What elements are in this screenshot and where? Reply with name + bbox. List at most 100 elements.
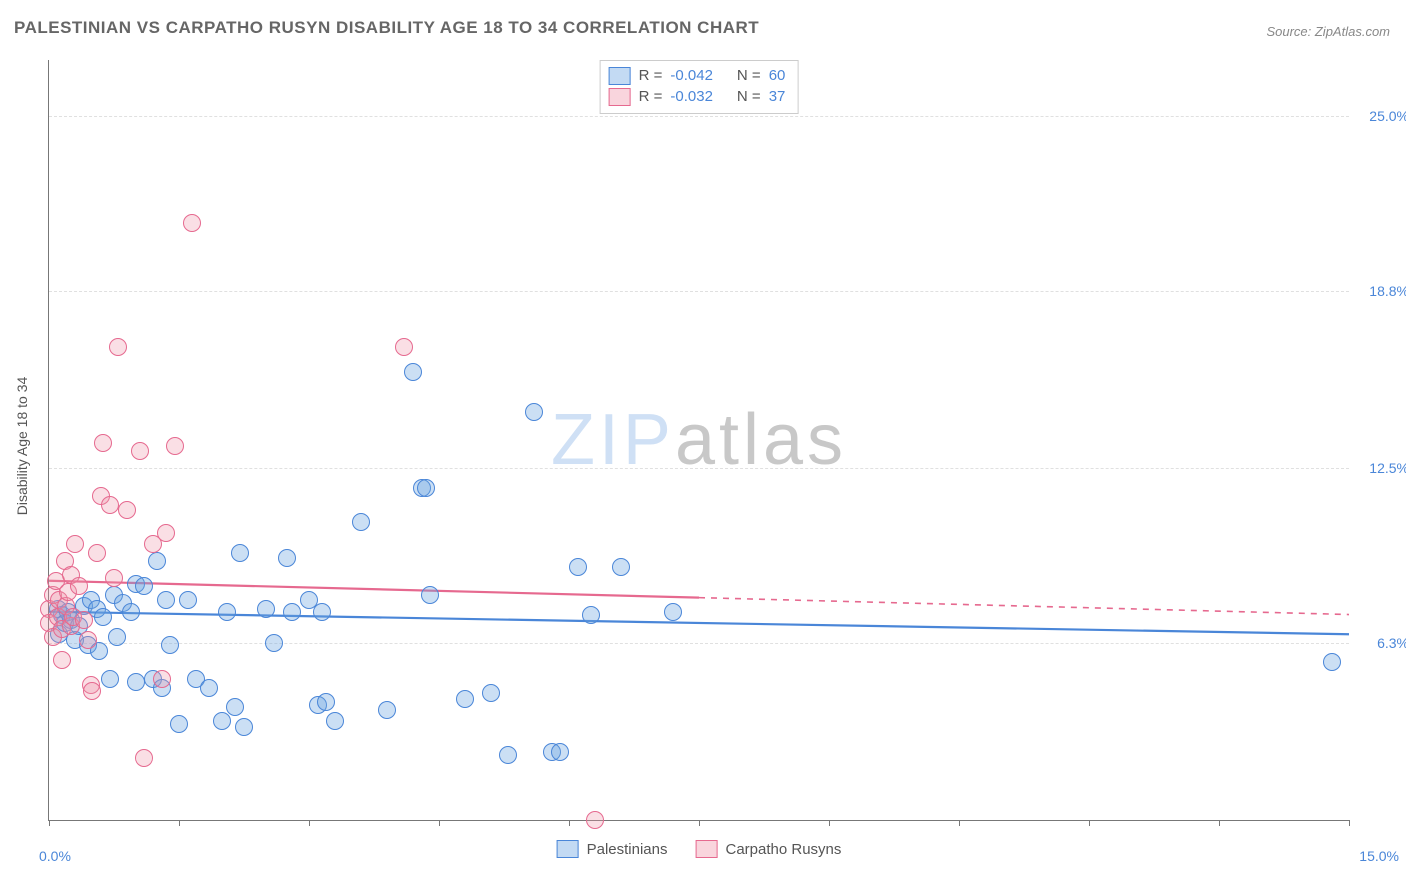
scatter-point-blue [317,693,335,711]
scatter-point-pink [53,651,71,669]
scatter-point-blue [378,701,396,719]
legend-item-blue: Palestinians [557,840,668,858]
scatter-point-blue [218,603,236,621]
scatter-point-blue [612,558,630,576]
x-tick-mark [829,820,830,826]
stat-value: -0.032 [670,86,713,107]
chart-title: PALESTINIAN VS CARPATHO RUSYN DISABILITY… [14,18,759,38]
scatter-point-pink [94,434,112,452]
scatter-point-pink [83,682,101,700]
scatter-point-pink [101,496,119,514]
scatter-point-blue [235,718,253,736]
scatter-point-blue [404,363,422,381]
scatter-point-blue [127,673,145,691]
x-axis-max-label: 15.0% [1359,848,1399,864]
scatter-point-pink [131,442,149,460]
scatter-point-blue [170,715,188,733]
scatter-point-blue [161,636,179,654]
y-tick-label: 25.0% [1359,108,1406,124]
x-axis-min-label: 0.0% [39,848,71,864]
scatter-point-blue [482,684,500,702]
scatter-point-pink [586,811,604,829]
scatter-plot: ZIPatlas R = -0.042 N = 60 R = -0.032 N … [48,60,1349,821]
scatter-point-pink [66,535,84,553]
gridline [49,643,1349,644]
scatter-point-blue [135,577,153,595]
scatter-point-blue [283,603,301,621]
scatter-point-pink [88,544,106,562]
stat-label: N = [737,65,761,86]
scatter-point-pink [75,611,93,629]
scatter-point-pink [166,437,184,455]
scatter-point-blue [664,603,682,621]
stat-label: N = [737,86,761,107]
gridline [49,291,1349,292]
y-tick-label: 18.8% [1359,283,1406,299]
scatter-point-blue [417,479,435,497]
scatter-point-blue [265,634,283,652]
scatter-point-blue [200,679,218,697]
scatter-point-pink [153,670,171,688]
scatter-point-blue [456,690,474,708]
scatter-point-pink [395,338,413,356]
scatter-point-blue [525,403,543,421]
legend-label: Carpatho Rusyns [725,841,841,858]
scatter-point-pink [157,524,175,542]
x-tick-mark [179,820,180,826]
x-tick-mark [309,820,310,826]
scatter-point-blue [148,552,166,570]
x-tick-mark [699,820,700,826]
x-tick-mark [569,820,570,826]
swatch-blue [609,67,631,85]
legend-label: Palestinians [587,841,668,858]
scatter-point-pink [135,749,153,767]
scatter-point-blue [1323,653,1341,671]
scatter-point-blue [231,544,249,562]
scatter-point-pink [79,631,97,649]
gridline [49,468,1349,469]
scatter-point-blue [179,591,197,609]
scatter-point-blue [313,603,331,621]
y-tick-label: 12.5% [1359,460,1406,476]
scatter-point-blue [213,712,231,730]
scatter-point-blue [569,558,587,576]
scatter-point-blue [421,586,439,604]
scatter-point-blue [499,746,517,764]
scatter-point-blue [582,606,600,624]
scatter-point-blue [551,743,569,761]
x-tick-mark [439,820,440,826]
gridline [49,116,1349,117]
scatter-point-pink [109,338,127,356]
x-tick-mark [1349,820,1350,826]
x-tick-mark [49,820,50,826]
y-axis-label: Disability Age 18 to 34 [14,377,30,516]
scatter-point-blue [157,591,175,609]
scatter-point-blue [94,608,112,626]
scatter-point-pink [118,501,136,519]
x-tick-mark [1219,820,1220,826]
scatter-point-blue [226,698,244,716]
swatch-pink [695,840,717,858]
scatter-point-blue [122,603,140,621]
stat-value: 60 [769,65,786,86]
scatter-point-blue [278,549,296,567]
y-tick-label: 6.3% [1359,635,1406,651]
correlation-stats-box: R = -0.042 N = 60 R = -0.032 N = 37 [600,60,799,114]
swatch-pink [609,88,631,106]
scatter-point-blue [108,628,126,646]
x-tick-mark [959,820,960,826]
stat-value: -0.042 [670,65,713,86]
stat-label: R = [639,86,663,107]
stat-value: 37 [769,86,786,107]
source-attribution: Source: ZipAtlas.com [1266,24,1390,39]
swatch-blue [557,840,579,858]
scatter-point-blue [257,600,275,618]
correlation-row-blue: R = -0.042 N = 60 [609,65,786,86]
legend-item-pink: Carpatho Rusyns [695,840,841,858]
legend: Palestinians Carpatho Rusyns [557,840,842,858]
scatter-point-pink [70,577,88,595]
correlation-row-pink: R = -0.032 N = 37 [609,86,786,107]
scatter-point-pink [105,569,123,587]
x-tick-mark [1089,820,1090,826]
scatter-point-blue [326,712,344,730]
